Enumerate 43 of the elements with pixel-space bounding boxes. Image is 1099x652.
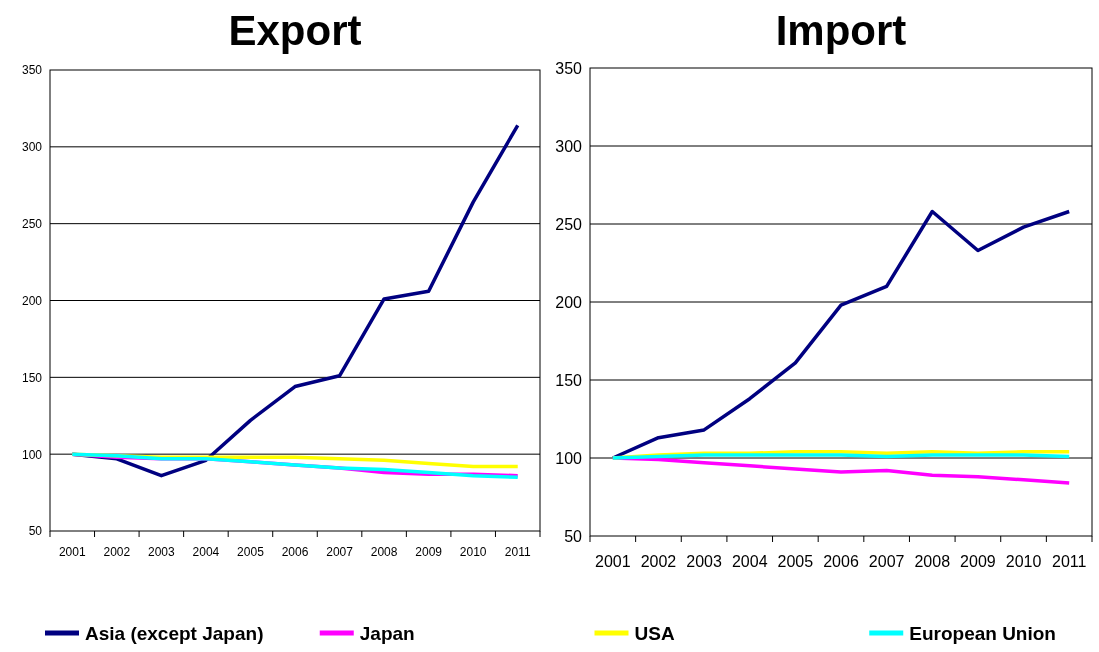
- legend-label: USA: [634, 623, 675, 644]
- x-tick-label: 2010: [1005, 553, 1042, 571]
- x-tick-label: 2007: [868, 553, 905, 571]
- x-tick-label: 2010: [459, 544, 487, 559]
- x-tick-label: 2007: [326, 544, 354, 559]
- x-tick-label: 2009: [415, 544, 443, 559]
- x-tick-label: 2006: [823, 553, 859, 571]
- x-tick-label: 2008: [914, 553, 951, 571]
- x-tick-label: 2005: [777, 553, 814, 571]
- y-tick-label: 150: [21, 370, 43, 385]
- y-tick-label: 300: [21, 140, 43, 155]
- legend-label: European Union: [909, 623, 1056, 644]
- y-tick-label: 100: [21, 447, 43, 462]
- x-tick-label: 2011: [1051, 553, 1087, 571]
- x-tick-label: 2003: [686, 553, 722, 571]
- line-series: [611, 209, 1071, 460]
- x-tick-label: 2005: [237, 544, 265, 559]
- chart-title: Import: [775, 7, 907, 54]
- x-tick-label: 2002: [640, 553, 677, 571]
- x-tick-label: 2011: [504, 544, 531, 559]
- x-tick-label: 2009: [960, 553, 996, 571]
- x-tick-label: 2004: [731, 553, 768, 571]
- x-tick-label: 2003: [148, 544, 176, 559]
- legend-label: Asia (except Japan): [85, 623, 264, 644]
- x-tick-label: 2008: [370, 544, 398, 559]
- x-tick-label: 2001: [595, 553, 631, 571]
- x-tick-label: 2002: [103, 544, 131, 559]
- y-tick-label: 50: [28, 524, 43, 539]
- y-tick-label: 100: [555, 449, 583, 467]
- y-tick-label: 250: [555, 215, 583, 233]
- y-tick-label: 250: [21, 217, 43, 232]
- x-tick-label: 2006: [281, 544, 309, 559]
- chart-title: Export: [228, 7, 362, 54]
- y-tick-label: 350: [21, 63, 43, 78]
- legend-label: Japan: [359, 623, 415, 644]
- y-tick-label: 150: [555, 371, 583, 389]
- y-tick-label: 350: [555, 59, 583, 77]
- y-tick-label: 200: [555, 293, 583, 311]
- x-tick-label: 2004: [192, 544, 220, 559]
- x-tick-label: 2001: [58, 544, 86, 559]
- y-tick-label: 300: [555, 137, 583, 155]
- y-tick-label: 200: [21, 293, 43, 308]
- y-tick-label: 50: [564, 527, 583, 545]
